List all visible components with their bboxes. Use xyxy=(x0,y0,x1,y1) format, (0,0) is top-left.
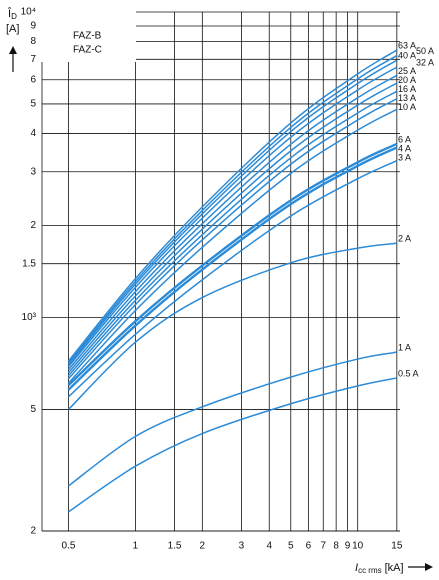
x-tick-label: 5 xyxy=(288,541,294,552)
series-line xyxy=(67,90,398,377)
series-label: 25 A xyxy=(398,66,416,76)
y-tick-label: 5 xyxy=(30,404,36,415)
x-tick-label: 7 xyxy=(320,541,326,552)
x-tick-label: 9 xyxy=(345,541,351,552)
series-line xyxy=(67,82,398,374)
x-axis-label: Icc rms [kA] xyxy=(355,562,404,575)
y-axis-unit: [A] xyxy=(6,23,19,35)
series-label: 16 A xyxy=(398,84,416,94)
x-tick-label: 0.5 xyxy=(62,541,76,552)
series-label: 40 A xyxy=(398,51,416,61)
series-line xyxy=(67,59,398,366)
y-tick-label: 10⁴ xyxy=(21,7,36,18)
y-tick-label: 4 xyxy=(30,128,36,139)
series-line xyxy=(67,49,398,362)
x-tick-label: 15 xyxy=(391,541,403,552)
y-label-symbol: Î xyxy=(7,7,12,20)
x-tick-label: 8 xyxy=(333,541,339,552)
y-tick-label: 2 xyxy=(30,220,36,231)
series-line xyxy=(67,66,398,368)
y-tick-label: 5 xyxy=(30,99,36,110)
y-tick-label: 2 xyxy=(30,526,36,537)
series-line xyxy=(67,242,397,410)
series-label: 32 A xyxy=(416,58,434,68)
x-tick-label: 3 xyxy=(239,541,245,552)
x-label-symbol: I xyxy=(355,562,358,574)
series-line xyxy=(67,160,398,398)
legend-text: FAZ-B xyxy=(73,31,102,42)
x-tick-label: 6 xyxy=(306,541,312,552)
series-line xyxy=(68,377,397,513)
y-label-subscript: D xyxy=(11,12,17,21)
y-arrow-head xyxy=(9,46,17,54)
y-tick-label: 6 xyxy=(30,74,36,85)
y-axis-label: ÎD xyxy=(7,7,17,21)
series-label: 10 A xyxy=(398,102,416,112)
series-label: 2 A xyxy=(398,234,411,244)
series-line xyxy=(67,108,398,384)
series-label: 4 A xyxy=(398,143,411,153)
y-tick-label: 9 xyxy=(30,21,36,32)
series-label: 13 A xyxy=(398,93,416,103)
series-label: 6 A xyxy=(398,134,411,144)
series-line xyxy=(67,142,398,387)
legend-text: FAZ-C xyxy=(73,45,102,56)
series-label: 50 A xyxy=(416,46,434,56)
x-tick-label: 10 xyxy=(352,541,364,552)
x-tick-label: 1 xyxy=(133,541,139,552)
series-label: 20 A xyxy=(398,75,416,85)
series-line xyxy=(67,54,398,364)
series-line xyxy=(67,74,398,371)
series-label: 3 A xyxy=(398,152,411,162)
x-tick-label: 4 xyxy=(266,541,272,552)
series-line xyxy=(68,351,397,487)
series-label: 0.5 A xyxy=(398,368,419,378)
y-tick-label: 8 xyxy=(30,36,36,47)
y-tick-label: 7 xyxy=(30,54,36,65)
series-label: 1 A xyxy=(398,343,411,353)
x-label-unit: [kA] xyxy=(385,562,404,574)
x-tick-label: 2 xyxy=(200,541,206,552)
y-tick-label: 1.5 xyxy=(22,258,36,269)
y-tick-label: 10³ xyxy=(22,312,37,323)
series-label: 63 A xyxy=(398,41,416,51)
y-tick-label: 3 xyxy=(30,166,36,177)
x-label-subscript: cc rms xyxy=(358,566,382,575)
x-arrow-head xyxy=(425,563,433,571)
x-tick-label: 1.5 xyxy=(168,541,182,552)
series-line xyxy=(67,98,398,380)
series-line xyxy=(67,146,398,391)
